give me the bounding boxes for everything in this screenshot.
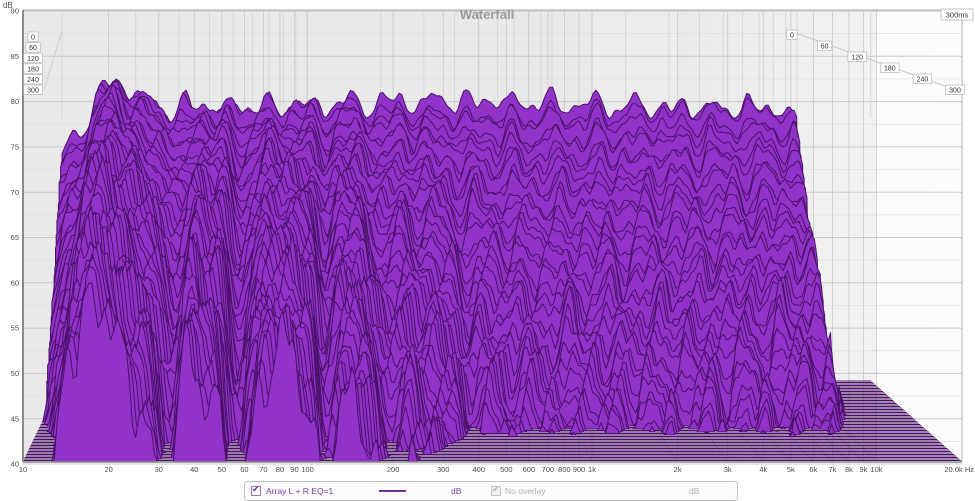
plot-title: Waterfall bbox=[460, 7, 514, 22]
x-tick-label: 2k bbox=[674, 465, 682, 474]
y-tick-label: 80 bbox=[11, 97, 19, 106]
time-window-badge: 300ms bbox=[940, 8, 974, 21]
x-tick-label: 800 bbox=[558, 465, 571, 474]
x-tick-label: 100 bbox=[301, 465, 314, 474]
trace-color-swatch bbox=[379, 482, 406, 500]
svg-text:240: 240 bbox=[917, 77, 929, 84]
x-tick-label: 700 bbox=[542, 465, 555, 474]
trace-unit-label: dB bbox=[451, 486, 462, 496]
svg-text:180: 180 bbox=[884, 66, 896, 73]
y-tick-label: 65 bbox=[11, 233, 19, 242]
y-axis-unit-label: dB bbox=[3, 1, 13, 10]
trace-legend-label: Array L + R EQ=1 bbox=[266, 486, 334, 496]
overlay-legend-item: ✔ bbox=[491, 482, 501, 500]
x-tick-label: 4k bbox=[759, 465, 767, 474]
y-tick-label: 60 bbox=[11, 278, 19, 287]
x-tick-label: 90 bbox=[290, 465, 298, 474]
time-window-label: 300ms bbox=[946, 11, 969, 20]
y-tick-label: 85 bbox=[11, 52, 19, 61]
x-tick-label: 7k bbox=[828, 465, 836, 474]
x-tick-label: 50 bbox=[218, 465, 226, 474]
x-tick-label: 200 bbox=[387, 465, 400, 474]
x-tick-label: 1k bbox=[588, 465, 596, 474]
y-tick-label: 70 bbox=[11, 188, 19, 197]
svg-text:300: 300 bbox=[949, 88, 961, 95]
x-tick-label: 900 bbox=[573, 465, 586, 474]
y-tick-label: 45 bbox=[11, 414, 19, 423]
svg-text:240: 240 bbox=[27, 77, 39, 84]
x-tick-label: 20.0k Hz bbox=[944, 465, 974, 474]
y-tick-label: 75 bbox=[11, 143, 19, 152]
waterfall-traces bbox=[23, 78, 962, 462]
x-tick-label: 9k bbox=[860, 465, 868, 474]
x-tick-label: 400 bbox=[473, 465, 486, 474]
svg-text:180: 180 bbox=[27, 66, 39, 73]
check-icon: ✔ bbox=[252, 484, 260, 494]
x-tick-label: 3k bbox=[724, 465, 732, 474]
legend-bar: ✔ Array L + R EQ=1 dB ✔ No overlay dB bbox=[244, 481, 738, 501]
x-tick-label: 600 bbox=[523, 465, 536, 474]
x-tick-label: 5k bbox=[787, 465, 795, 474]
y-tick-label: 50 bbox=[11, 369, 19, 378]
trace-visibility-checkbox[interactable]: ✔ bbox=[251, 484, 261, 496]
plot-frame bbox=[22, 9, 963, 463]
check-icon: ✔ bbox=[492, 484, 500, 494]
svg-text:300: 300 bbox=[27, 88, 39, 95]
x-tick-label: 40 bbox=[190, 465, 198, 474]
x-tick-label: 8k bbox=[845, 465, 853, 474]
y-tick-label: 40 bbox=[11, 460, 19, 469]
x-tick-label: 500 bbox=[500, 465, 513, 474]
overlay-unit-label: dB bbox=[689, 486, 700, 496]
x-tick-label: 6k bbox=[809, 465, 817, 474]
x-tick-label: 30 bbox=[155, 465, 163, 474]
trace-legend-item: ✔ bbox=[251, 482, 261, 500]
x-tick-label: 10k bbox=[870, 465, 882, 474]
svg-text:60: 60 bbox=[29, 45, 37, 52]
svg-text:0: 0 bbox=[790, 33, 794, 40]
svg-text:120: 120 bbox=[851, 55, 863, 62]
svg-text:120: 120 bbox=[27, 56, 39, 63]
y-tick-label: 90 bbox=[11, 7, 19, 16]
y-tick-label: 55 bbox=[11, 324, 19, 333]
x-tick-label: 10 bbox=[19, 465, 27, 474]
svg-text:60: 60 bbox=[821, 44, 829, 51]
x-tick-label: 70 bbox=[259, 465, 267, 474]
svg-text:0: 0 bbox=[31, 35, 35, 42]
x-tick-label: 60 bbox=[240, 465, 248, 474]
overlay-label: No overlay bbox=[505, 486, 546, 496]
x-tick-label: 80 bbox=[276, 465, 284, 474]
trace-line-sample bbox=[379, 490, 406, 492]
time-axis-labels: 0 60 120 180 240 300 0 60 120 180 240 300 bbox=[23, 29, 965, 95]
overlay-checkbox[interactable]: ✔ bbox=[491, 484, 501, 496]
x-tick-label: 300 bbox=[437, 465, 450, 474]
x-tick-label: 20 bbox=[104, 465, 112, 474]
